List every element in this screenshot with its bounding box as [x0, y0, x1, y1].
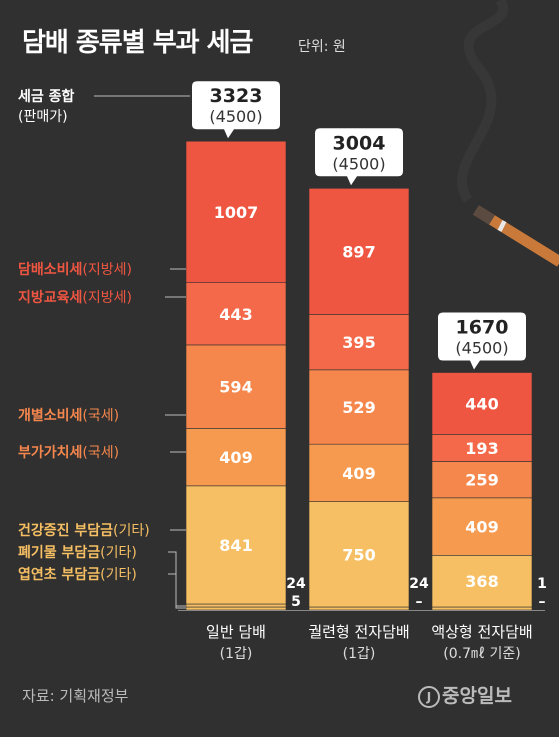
legend-leader-line	[168, 551, 186, 607]
total-callout-box	[438, 312, 526, 370]
category-sublabel: (0.7㎖ 기준)	[443, 646, 520, 662]
total-callout-box	[192, 81, 280, 139]
category-label: 일반 담배	[206, 623, 266, 641]
cigarette-illustration	[457, 0, 559, 267]
data-label: 409	[465, 518, 498, 537]
logo-mark-icon: J	[418, 686, 440, 708]
legend-total-sublabel: (판매가)	[18, 109, 68, 125]
total-callout-box	[315, 128, 403, 186]
total-value: 3004	[333, 132, 386, 154]
data-label: 750	[342, 545, 375, 564]
legend-label: 건강증진 부담금(기타)	[18, 522, 150, 539]
legend-total-label: 세금 종합	[18, 88, 75, 105]
data-label: 897	[342, 242, 375, 261]
source-note: 자료: 기획재정부	[22, 687, 129, 705]
price-value: (4500)	[209, 107, 262, 126]
data-label: 443	[219, 305, 252, 324]
small-value-label: –	[416, 594, 423, 610]
data-label: 395	[342, 333, 375, 352]
bar-segment	[185, 140, 287, 283]
chart-title: 담배 종류별 부과 세금	[22, 28, 253, 58]
data-label: 440	[465, 394, 498, 413]
small-value-label: –	[539, 594, 546, 610]
bar-segment	[185, 485, 287, 605]
bar-segment	[308, 314, 410, 371]
small-value-label: 24	[286, 576, 306, 592]
bar-segment	[308, 443, 410, 502]
price-value: (4500)	[332, 154, 385, 173]
logo-text: 중앙일보	[442, 685, 512, 707]
category-label: 궐련형 전자담배	[308, 623, 409, 641]
legend-label: 지방교육세(지방세)	[18, 289, 132, 306]
bar-segment	[431, 461, 533, 499]
data-label: 368	[465, 572, 498, 591]
bar-segment	[308, 501, 410, 608]
legend-label: 폐기물 부담금(기타)	[18, 544, 137, 561]
data-label: 594	[219, 378, 252, 397]
data-label: 841	[219, 536, 252, 555]
legend-label: 엽연초 부담금(기타)	[18, 566, 137, 583]
legend-label: 개별소비세(국세)	[18, 407, 119, 424]
category-sublabel: (1갑)	[220, 646, 253, 662]
data-label: 409	[342, 464, 375, 483]
total-value: 3323	[210, 85, 263, 107]
bar-segment	[431, 497, 533, 556]
category-sublabel: (1갑)	[343, 646, 376, 662]
category-label: 액상형 전자담배	[431, 623, 532, 641]
bar-segment	[431, 372, 533, 435]
legend-label: 담배소비세(지방세)	[18, 261, 132, 278]
bar-segment	[431, 554, 533, 608]
data-label: 529	[342, 398, 375, 417]
bar-segment	[308, 369, 410, 445]
publisher-logo: J 중앙일보	[418, 681, 512, 708]
bar-segment	[185, 603, 287, 608]
bar-segment	[308, 188, 410, 315]
total-value: 1670	[456, 317, 509, 339]
small-value-label: 24	[409, 576, 429, 592]
bar-segment	[185, 282, 287, 346]
bar-segment	[431, 434, 533, 462]
small-value-label: 5	[291, 594, 301, 610]
data-label: 1007	[214, 203, 259, 222]
bar-segment	[308, 606, 410, 611]
data-label: 193	[465, 439, 498, 458]
bar-segment	[185, 344, 287, 429]
data-label: 409	[219, 448, 252, 467]
small-value-label: 1	[537, 576, 547, 592]
bar-segment	[431, 606, 533, 611]
price-value: (4500)	[455, 339, 508, 358]
unit-label: 단위: 원	[298, 39, 346, 55]
data-label: 259	[465, 471, 498, 490]
bar-segment	[185, 606, 287, 611]
legend-label: 부가가치세(국세)	[18, 445, 119, 461]
legend-leader-line	[168, 573, 186, 609]
